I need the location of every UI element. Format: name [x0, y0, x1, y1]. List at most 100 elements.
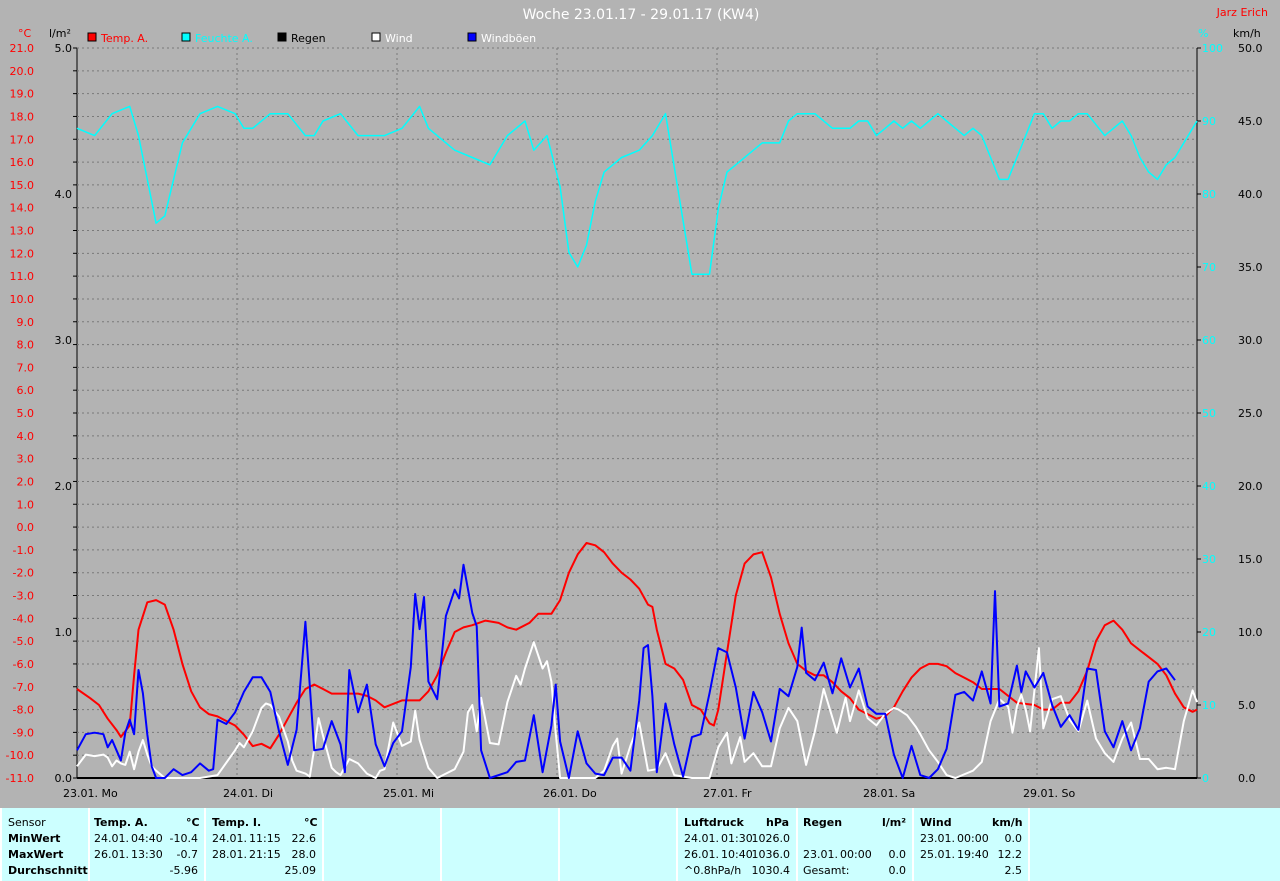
stats-table: Sensor MinWert MaxWert Durchschnitt Temp… [0, 808, 1280, 881]
legend-label: Temp. A. [100, 32, 148, 45]
pct-tick-label: 100 [1202, 42, 1223, 55]
series-lines [76, 105, 1198, 779]
col-empty-2 [442, 808, 558, 881]
temp-tick-label: -10.0 [6, 749, 34, 762]
temp-a-max-date: 26.01. [94, 848, 129, 861]
temp-tick-label: -7.0 [13, 681, 34, 694]
regen-avg-label: Gesamt: [803, 864, 850, 877]
series-line-feuchte-a- [76, 105, 1198, 276]
unit-wind: km/h [1233, 27, 1261, 40]
temp-tick-label: 4.0 [17, 430, 35, 443]
temp-tick-label: -4.0 [13, 612, 34, 625]
temp-a-title: Temp. A. [94, 816, 148, 829]
temp-a-min-val: -10.4 [169, 832, 198, 845]
wind-min-val: 0.0 [1004, 832, 1023, 845]
pct-tick-label: 20 [1202, 626, 1216, 639]
temp-tick-label: 18.0 [10, 110, 35, 123]
temp-a-unit: °C [186, 816, 200, 829]
temp-tick-label: -11.0 [6, 772, 34, 785]
temp-tick-label: 2.0 [17, 475, 35, 488]
temp-a-max-val: -0.7 [176, 848, 198, 861]
wind-tick-label: 35.0 [1238, 261, 1263, 274]
temp-tick-label: -6.0 [13, 658, 34, 671]
axis-ticks: 21.0 20.0 19.0 18.0 17.0 16.0 15.0 14.0 13.0 12.0… [6, 42, 1263, 800]
day-label: 26.01. Do [543, 787, 597, 800]
wind-unit: km/h [992, 816, 1023, 829]
druck-min-val: 1026.0 [751, 832, 791, 845]
legend-label: Wind [385, 32, 413, 45]
temp-tick-label: 16.0 [10, 156, 35, 169]
temp-tick-label: -5.0 [13, 635, 34, 648]
day-label: 23.01. Mo [63, 787, 118, 800]
temp-i-min-date: 24.01. [212, 832, 247, 845]
wind-tick-label: 5.0 [1238, 699, 1256, 712]
rain-tick-label: 0.0 [55, 772, 73, 785]
series-line-windb-en [76, 563, 1176, 779]
wind-max-val: 12.2 [997, 848, 1023, 861]
druck-max-date: 26.01. [684, 848, 719, 861]
col-druck: Luftdruck hPa 24.01. 01:30 1026.0 26.01.… [678, 808, 796, 881]
unit-pct: % [1198, 27, 1208, 40]
day-label: 25.01. Mi [383, 787, 434, 800]
wind-title: Wind [920, 816, 952, 829]
col-temp-a: Temp. A. °C 24.01. 04:40 -10.4 26.01. 13… [90, 808, 204, 881]
temp-i-max-time: 21:15 [249, 848, 281, 861]
temp-a-min-date: 24.01. [94, 832, 129, 845]
pct-tick-label: 30 [1202, 553, 1216, 566]
temp-i-title: Temp. I. [212, 816, 262, 829]
wind-avg: 2.5 [1004, 864, 1023, 877]
temp-tick-label: 12.0 [10, 247, 35, 260]
wind-max-time: 19:40 [957, 848, 989, 861]
unit-temp: °C [18, 27, 32, 40]
temp-i-max-val: 28.0 [291, 848, 317, 861]
temp-i-min-val: 22.6 [291, 832, 317, 845]
druck-max-val: 1036.0 [751, 848, 791, 861]
temp-i-avg: 25.09 [284, 864, 317, 877]
druck-avg: 1030.4 [751, 864, 791, 877]
grid [76, 47, 1198, 779]
pct-tick-label: 90 [1202, 115, 1216, 128]
pct-tick-label: 50 [1202, 407, 1216, 420]
chart-title: Woche 23.01.17 - 29.01.17 (KW4) [523, 7, 760, 23]
temp-tick-label: 8.0 [17, 339, 35, 352]
wind-tick-label: 25.0 [1238, 407, 1263, 420]
regen-avg: 0.0 [888, 864, 907, 877]
druck-min-date: 24.01. [684, 832, 719, 845]
legend-label: Regen [291, 32, 326, 45]
pct-tick-label: 10 [1202, 699, 1216, 712]
druck-title: Luftdruck [684, 816, 744, 829]
temp-tick-label: 17.0 [10, 133, 35, 146]
wind-tick-label: 15.0 [1238, 553, 1263, 566]
temp-tick-label: 1.0 [17, 498, 35, 511]
temp-a-max-time: 13:30 [131, 848, 163, 861]
temp-a-avg: -5.96 [169, 864, 198, 877]
temp-tick-label: 5.0 [17, 407, 35, 420]
col-wind: Wind km/h 23.01. 00:00 0.0 25.01. 19:40 … [914, 808, 1028, 881]
day-label: 24.01. Di [223, 787, 273, 800]
temp-tick-label: 13.0 [10, 225, 35, 238]
legend-swatch [371, 32, 381, 42]
temp-tick-label: 9.0 [17, 316, 35, 329]
author-label: Jarz Erich [1216, 6, 1268, 19]
pct-tick-label: 40 [1202, 480, 1216, 493]
row-max: MaxWert [8, 848, 64, 861]
legend-swatch [277, 32, 287, 42]
day-label: 27.01. Fr [703, 787, 752, 800]
wind-min-time: 00:00 [957, 832, 989, 845]
druck-unit: hPa [766, 816, 790, 829]
pct-tick-label: 60 [1202, 334, 1216, 347]
legend-swatch [467, 32, 477, 42]
temp-a-min-time: 04:40 [131, 832, 163, 845]
pct-tick-label: 80 [1202, 188, 1216, 201]
rain-tick-label: 5.0 [55, 42, 73, 55]
temp-tick-label: 3.0 [17, 453, 35, 466]
regen-max-time: 00:00 [840, 848, 872, 861]
temp-tick-label: 7.0 [17, 361, 35, 374]
weather-chart: 21.0 20.0 19.0 18.0 17.0 16.0 15.0 14.0 13.0 12.0… [6, 6, 1268, 800]
col-temp-i: Temp. I. °C 24.01. 11:15 22.6 28.01. 21:… [206, 808, 322, 881]
temp-tick-label: 15.0 [10, 179, 35, 192]
regen-unit: l/m² [882, 816, 907, 829]
wind-min-date: 23.01. [920, 832, 955, 845]
temp-tick-label: 10.0 [10, 293, 35, 306]
druck-max-time: 10:40 [721, 848, 753, 861]
